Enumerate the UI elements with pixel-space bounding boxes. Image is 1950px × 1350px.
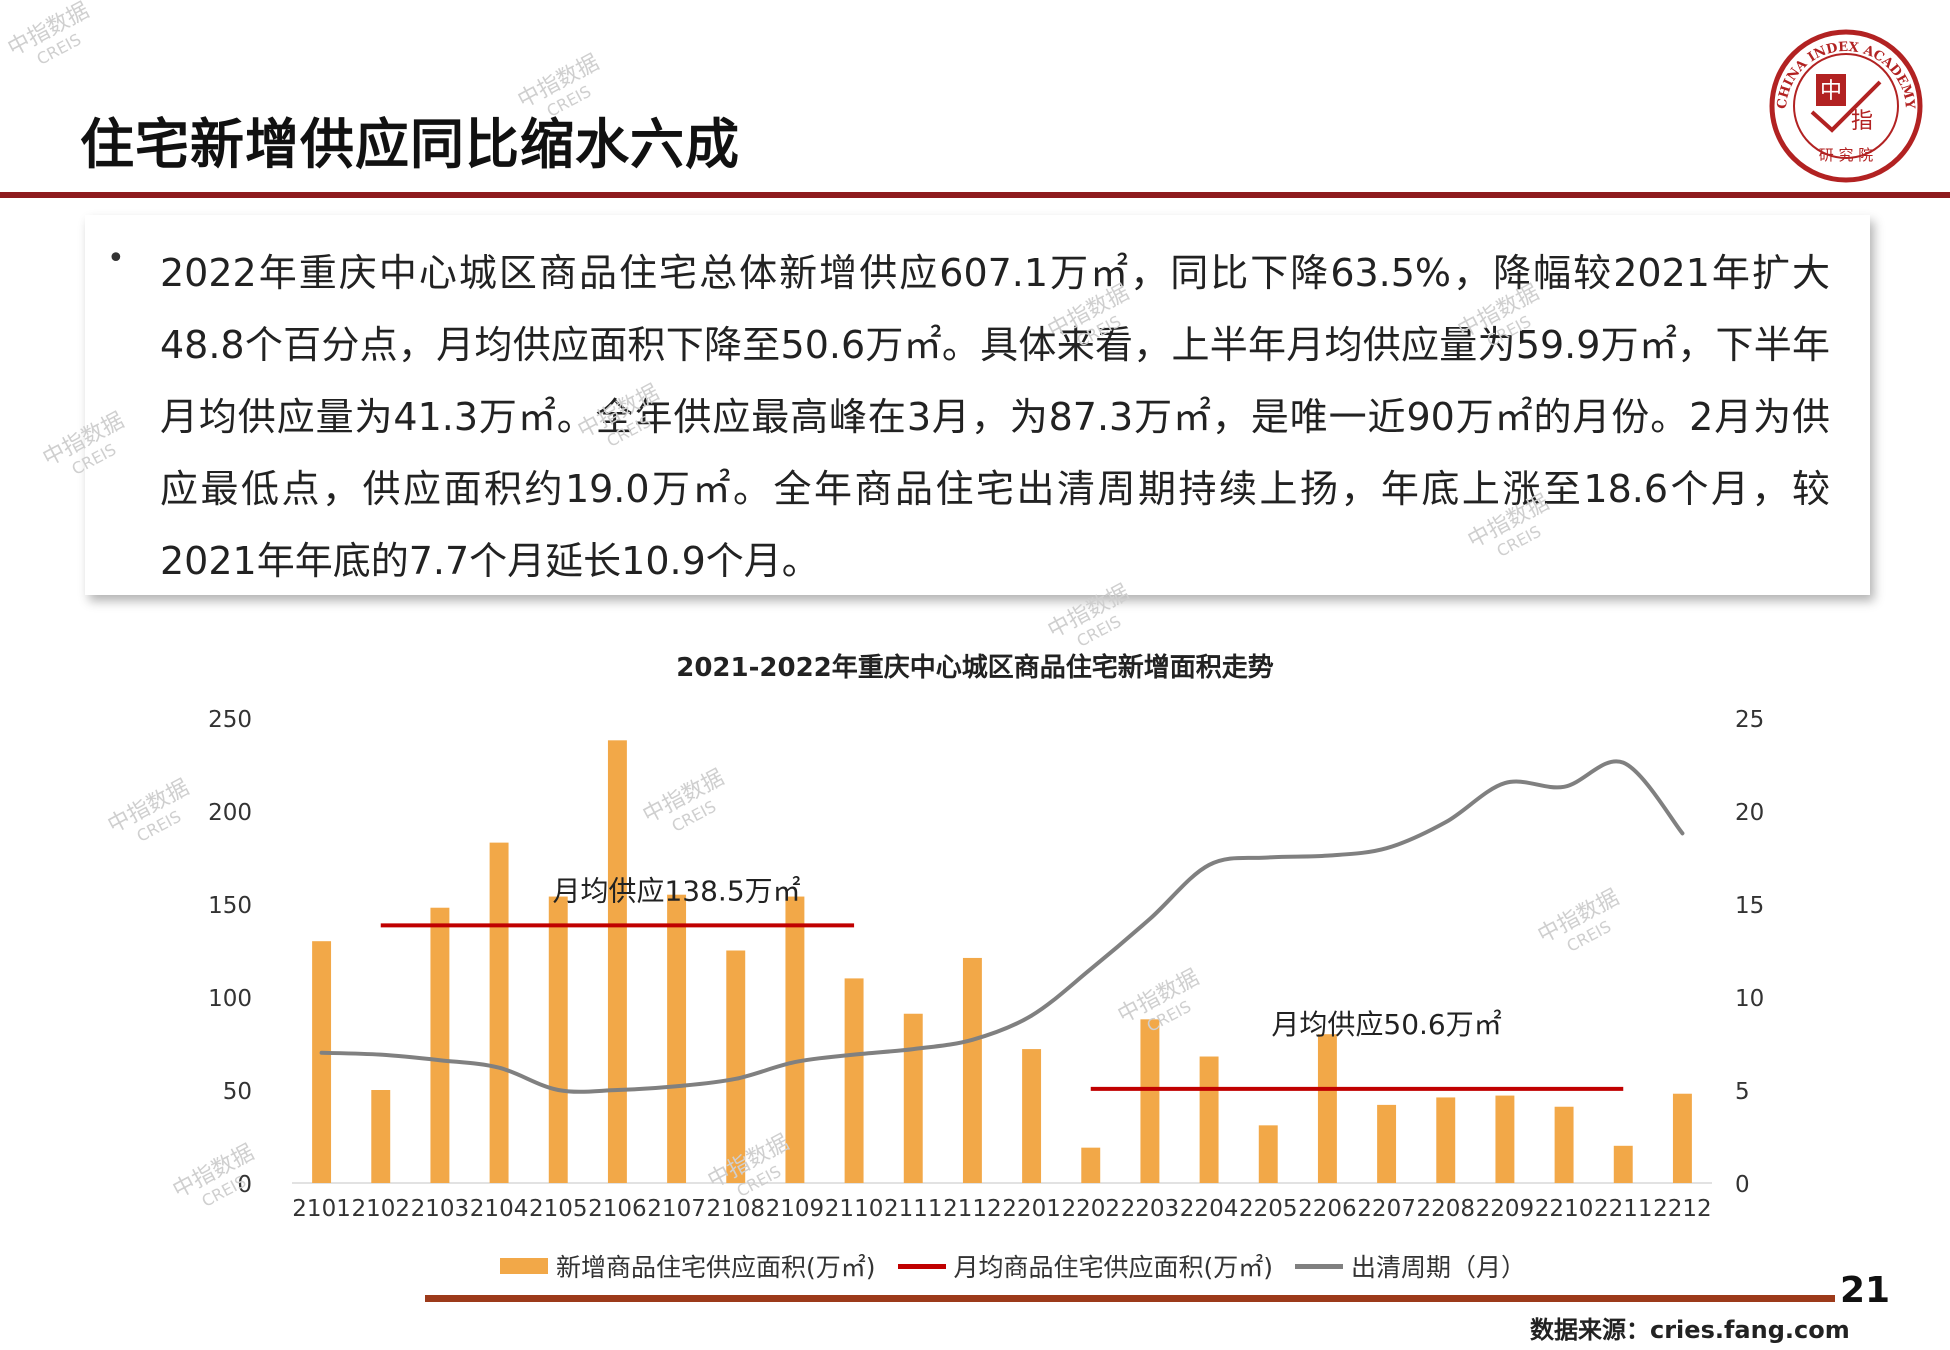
x-axis-tick-label: 2208 (1416, 1196, 1475, 1222)
title-divider (0, 192, 1950, 198)
supply-area-bar (1022, 1049, 1042, 1183)
supply-area-bar (903, 1013, 923, 1183)
x-axis-tick-label: 2209 (1476, 1196, 1535, 1222)
y2-axis-tick-label: 20 (1735, 800, 1764, 826)
y-axis-tick-label: 0 (237, 1172, 252, 1198)
supply-area-bar (430, 907, 450, 1183)
logo-char-1: 中 (1820, 79, 1842, 104)
average-annotation: 月均供应138.5万㎡ (552, 874, 800, 907)
footer-divider (425, 1295, 1835, 1302)
supply-area-bar (1554, 1106, 1574, 1183)
supply-area-bar (726, 950, 746, 1183)
summary-box: • 2022年重庆中心城区商品住宅总体新增供应607.1万㎡，同比下降63.5%… (85, 215, 1870, 595)
x-axis-tick-label: 2104 (470, 1196, 529, 1222)
x-axis-tick-label: 2109 (766, 1196, 825, 1222)
supply-area-bar (1317, 1034, 1337, 1183)
x-axis-tick-label: 2210 (1535, 1196, 1594, 1222)
average-annotation: 月均供应50.6万㎡ (1271, 1008, 1501, 1041)
supply-area-bar (1140, 1019, 1160, 1183)
supply-area-bar (1613, 1145, 1633, 1183)
supply-area-bar (844, 978, 864, 1183)
x-axis-tick-label: 2211 (1594, 1196, 1653, 1222)
x-axis-tick-label: 2202 (1061, 1196, 1120, 1222)
supply-area-bar (785, 896, 805, 1183)
x-axis-tick-label: 2203 (1121, 1196, 1180, 1222)
supply-area-bar (667, 894, 687, 1183)
supply-area-bar (1672, 1093, 1692, 1183)
x-axis-tick-label: 2112 (943, 1196, 1002, 1222)
page-title: 住宅新增供应同比缩水六成 (80, 113, 740, 176)
x-axis-tick-label: 2103 (411, 1196, 470, 1222)
y2-axis-tick-label: 25 (1735, 707, 1764, 733)
legend-item-supply-area: 新增商品住宅供应面积(万㎡) (500, 1248, 876, 1284)
supply-area-bar (1081, 1147, 1101, 1183)
legend-label-clearance-cycle: 出清周期（月） (1351, 1253, 1527, 1282)
y2-axis-tick-label: 0 (1735, 1172, 1750, 1198)
x-axis-tick-label: 2102 (351, 1196, 410, 1222)
x-axis-tick-label: 2108 (706, 1196, 765, 1222)
supply-area-bar (312, 941, 332, 1183)
x-axis-tick-label: 2111 (884, 1196, 943, 1222)
y-axis-tick-label: 50 (223, 1079, 252, 1105)
logo-char-2: 指 (1851, 109, 1873, 134)
watermark-cn: 中指数据 (3, 0, 94, 62)
x-axis-tick-label: 2110 (825, 1196, 884, 1222)
x-axis-tick-label: 2204 (1180, 1196, 1239, 1222)
supply-trend-chart: 2021-2022年重庆中心城区商品住宅新增面积走势 0501001502002… (208, 652, 1764, 1222)
supply-area-bar (1377, 1104, 1397, 1183)
logo-bottom-text: 研 究 院 (1819, 146, 1874, 164)
supply-area-bar (607, 740, 627, 1183)
summary-text: 2022年重庆中心城区商品住宅总体新增供应607.1万㎡，同比下降63.5%，降… (160, 251, 1830, 583)
chart-legend: 新增商品住宅供应面积(万㎡) 月均商品住宅供应面积(万㎡) 出清周期（月） (500, 1248, 1548, 1284)
clearance-cycle-line (319, 759, 1685, 1094)
y-axis-tick-label: 250 (208, 707, 252, 733)
y-axis-tick-label: 150 (208, 893, 252, 919)
y2-axis-tick-label: 10 (1735, 986, 1764, 1012)
x-axis-tick-label: 2106 (588, 1196, 647, 1222)
legend-bar-swatch (500, 1258, 548, 1274)
supply-area-bar (1495, 1095, 1515, 1183)
supply-area-bar (548, 896, 568, 1183)
legend-gray-line-swatch (1295, 1263, 1344, 1269)
watermark: 中指数据 CREIS (3, 0, 103, 80)
legend-red-line-swatch (897, 1263, 946, 1269)
x-axis-tick-label: 2205 (1239, 1196, 1298, 1222)
x-axis-tick-label: 2207 (1357, 1196, 1416, 1222)
supply-area-bar (371, 1090, 391, 1183)
x-axis-tick-label: 2206 (1298, 1196, 1357, 1222)
y-axis-tick-label: 200 (208, 800, 252, 826)
legend-label-supply-area: 新增商品住宅供应面积(万㎡) (556, 1253, 876, 1282)
legend-item-clearance-cycle: 出清周期（月） (1295, 1248, 1526, 1284)
legend-item-monthly-average: 月均商品住宅供应面积(万㎡) (897, 1248, 1274, 1284)
page-number: 21 (1840, 1270, 1891, 1311)
chart-title: 2021-2022年重庆中心城区商品住宅新增面积走势 (676, 652, 1274, 683)
supply-area-bar (962, 957, 982, 1183)
china-index-academy-logo: CHINA INDEX ACADEMY 中 指 研 究 院 (1769, 29, 1923, 183)
x-axis-tick-label: 2201 (1002, 1196, 1061, 1222)
legend-label-monthly-average: 月均商品住宅供应面积(万㎡) (953, 1253, 1274, 1282)
supply-area-bar (1436, 1097, 1456, 1183)
x-axis-tick-label: 2107 (647, 1196, 706, 1222)
supply-area-bar (1199, 1056, 1219, 1183)
watermark-en: CREIS (33, 29, 85, 69)
y2-axis-tick-label: 5 (1735, 1079, 1750, 1105)
x-axis-tick-label: 2105 (529, 1196, 588, 1222)
y2-axis-tick-label: 15 (1735, 893, 1764, 919)
supply-area-bar (489, 842, 509, 1183)
x-axis-tick-label: 2101 (292, 1196, 351, 1222)
supply-area-bar (1258, 1125, 1278, 1183)
x-axis-tick-label: 2212 (1653, 1196, 1712, 1222)
bullet-point: • (107, 241, 125, 276)
y-axis-tick-label: 100 (208, 986, 252, 1012)
data-source: 数据来源：cries.fang.com (1530, 1316, 1850, 1344)
